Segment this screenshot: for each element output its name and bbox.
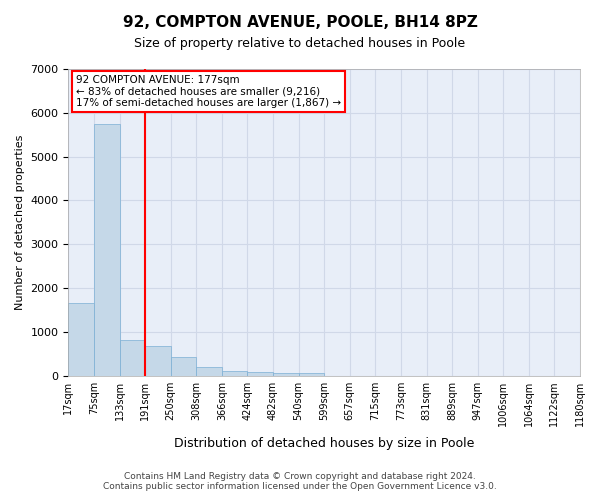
- Bar: [247, 372, 273, 376]
- Bar: [145, 346, 171, 376]
- Bar: [299, 373, 324, 376]
- Y-axis label: Number of detached properties: Number of detached properties: [15, 134, 25, 310]
- Text: 92, COMPTON AVENUE, POOLE, BH14 8PZ: 92, COMPTON AVENUE, POOLE, BH14 8PZ: [122, 15, 478, 30]
- Text: Contains HM Land Registry data © Crown copyright and database right 2024.
Contai: Contains HM Land Registry data © Crown c…: [103, 472, 497, 491]
- Text: 92 COMPTON AVENUE: 177sqm
← 83% of detached houses are smaller (9,216)
17% of se: 92 COMPTON AVENUE: 177sqm ← 83% of detac…: [76, 75, 341, 108]
- Text: Size of property relative to detached houses in Poole: Size of property relative to detached ho…: [134, 38, 466, 51]
- Bar: [196, 367, 222, 376]
- Bar: [119, 340, 145, 376]
- Bar: [68, 304, 94, 376]
- Bar: [94, 124, 119, 376]
- Bar: [171, 356, 196, 376]
- Bar: [273, 374, 299, 376]
- X-axis label: Distribution of detached houses by size in Poole: Distribution of detached houses by size …: [174, 437, 475, 450]
- Bar: [222, 370, 247, 376]
